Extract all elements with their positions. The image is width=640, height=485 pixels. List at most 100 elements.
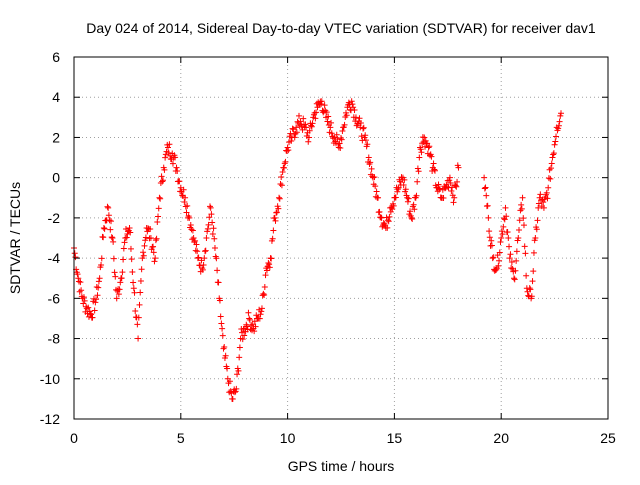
data-point	[88, 311, 95, 318]
data-point	[215, 279, 222, 286]
data-point	[199, 266, 206, 273]
data-point	[216, 297, 223, 304]
chart-title: Day 024 of 2014, Sidereal Day-to-day VTE…	[86, 20, 596, 36]
data-point	[557, 112, 564, 119]
data-point	[385, 218, 392, 225]
data-point	[126, 224, 133, 231]
data-point	[246, 315, 253, 322]
data-point	[205, 221, 212, 228]
data-point	[338, 136, 345, 143]
data-point	[400, 182, 407, 189]
data-point	[202, 247, 209, 254]
data-point	[523, 272, 530, 279]
data-point	[431, 166, 438, 173]
data-point	[135, 335, 142, 342]
data-point	[334, 136, 341, 143]
axis-ticks: 0 5 10 15 20 25 -12 -10 -8 -6 -4 -2 0 2 4 6	[40, 49, 616, 446]
data-point	[291, 134, 298, 141]
data-point	[284, 144, 291, 151]
data-point	[172, 154, 179, 161]
data-point	[496, 257, 503, 264]
y-tick-label: 0	[52, 170, 60, 186]
data-point	[448, 187, 455, 194]
data-point	[158, 173, 165, 180]
data-point	[221, 343, 228, 350]
data-point	[511, 275, 518, 282]
data-point	[357, 120, 364, 127]
data-point	[526, 285, 533, 292]
data-point	[174, 168, 181, 175]
data-point	[108, 234, 115, 241]
data-point	[251, 328, 258, 335]
data-point	[278, 182, 285, 189]
data-point	[414, 165, 421, 172]
data-point	[343, 112, 350, 119]
data-point	[435, 181, 442, 188]
data-point	[136, 301, 143, 308]
plot-frame	[73, 56, 609, 420]
data-point	[501, 216, 508, 223]
data-point	[78, 287, 85, 294]
data-point	[137, 289, 144, 296]
data-point	[350, 104, 357, 111]
x-tick-label: 10	[280, 430, 296, 446]
data-point	[504, 228, 511, 235]
data-point	[140, 252, 147, 259]
x-tick-label: 5	[177, 430, 185, 446]
data-point	[452, 182, 459, 189]
data-point	[187, 221, 194, 228]
data-point	[508, 259, 515, 266]
data-point	[548, 165, 555, 172]
data-point	[407, 208, 414, 215]
data-point	[530, 249, 537, 256]
data-point	[214, 267, 221, 274]
data-point	[414, 178, 421, 185]
data-point	[261, 283, 268, 290]
data-point	[534, 217, 541, 224]
data-point	[418, 149, 425, 156]
data-point	[229, 395, 236, 402]
data-point	[530, 268, 537, 275]
data-point	[277, 181, 284, 188]
data-point	[156, 194, 163, 201]
data-point	[193, 241, 200, 248]
data-point	[263, 267, 270, 274]
data-point	[545, 184, 552, 191]
data-point	[303, 124, 310, 131]
data-point	[451, 194, 458, 201]
data-point	[325, 113, 332, 120]
data-point	[293, 129, 300, 136]
data-point	[80, 294, 87, 301]
data-point	[95, 278, 102, 285]
data-point	[404, 198, 411, 205]
data-point	[360, 125, 367, 132]
data-point	[405, 195, 412, 202]
data-point	[320, 108, 327, 115]
data-point	[245, 309, 252, 316]
data-point	[306, 127, 313, 134]
data-point	[161, 166, 168, 173]
data-point	[516, 217, 523, 224]
data-point	[506, 243, 513, 250]
x-axis-label: GPS time / hours	[288, 458, 395, 474]
data-point	[321, 102, 328, 109]
data-point	[89, 314, 96, 321]
data-point	[532, 235, 539, 241]
data-point	[485, 214, 492, 221]
data-point	[184, 202, 191, 209]
data-point	[384, 224, 391, 231]
data-point	[182, 203, 189, 210]
x-tick-label: 25	[600, 430, 616, 446]
data-point	[257, 311, 264, 318]
data-point	[129, 268, 136, 275]
data-point	[121, 239, 128, 246]
data-point	[211, 235, 218, 242]
data-point	[341, 121, 348, 128]
data-point	[204, 225, 211, 232]
data-point	[247, 326, 254, 333]
data-point	[398, 174, 405, 181]
data-point	[219, 332, 226, 339]
data-point	[488, 237, 495, 244]
data-point	[484, 202, 491, 209]
